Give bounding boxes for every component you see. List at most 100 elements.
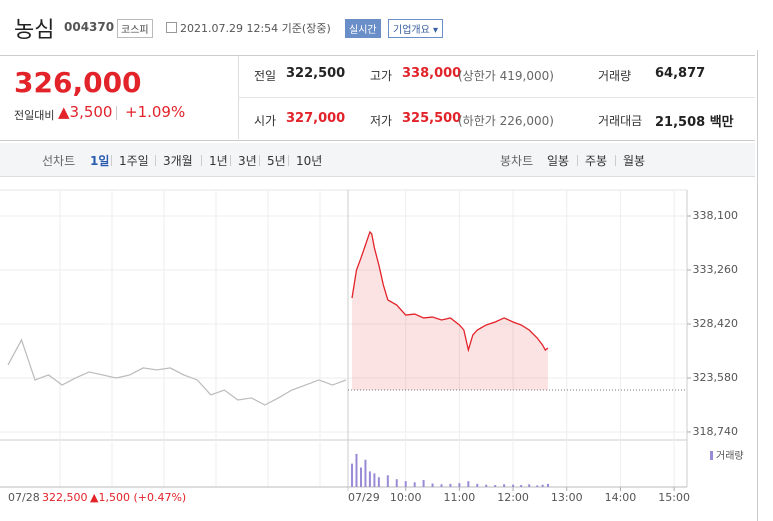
y-tick-label: 338,100 (693, 209, 739, 222)
change: ▲3,500 (58, 103, 113, 121)
period-tab[interactable]: 5년 (267, 154, 286, 168)
tab-bar (0, 143, 755, 177)
period-tab[interactable]: 3개월 (163, 154, 193, 168)
volume-bar (422, 479, 425, 487)
volume-bar (458, 483, 461, 487)
stat-label: 거래량 (598, 69, 632, 83)
volume-bar (431, 483, 434, 487)
volume-bar (404, 481, 407, 487)
volume-bar (355, 453, 358, 487)
volume-bar (512, 484, 515, 487)
change-percent: +1.09% (125, 103, 186, 121)
candle-tab[interactable]: 월봉 (623, 154, 646, 168)
stat-value: 338,000 (402, 66, 462, 81)
divider (238, 97, 755, 98)
period-tab[interactable]: 1주일 (119, 154, 149, 168)
volume-bar (476, 483, 479, 487)
x-tick-label: 11:00 (444, 491, 476, 504)
volume-bar (485, 484, 488, 487)
prev-date: 07/28 (8, 491, 40, 504)
x-tick-label: 12:00 (497, 491, 529, 504)
volume-bar (359, 467, 362, 487)
tab-separator (111, 155, 112, 166)
period-tab[interactable]: 1일 (90, 154, 110, 168)
price-line (351, 230, 549, 353)
stat-value: 327,000 (286, 111, 346, 126)
tab-separator (201, 155, 202, 166)
volume-bar (520, 485, 523, 487)
stat-value: 325,500 (402, 111, 462, 126)
divider (116, 106, 117, 120)
stat-label: 저가 (370, 114, 393, 128)
change-label: 전일대비 (14, 109, 55, 122)
stat-label: 거래대금 (598, 114, 643, 128)
chart: 338,100 333,260 328,420 323,580 318,740 10:00… (0, 189, 744, 504)
volume-bar (377, 477, 380, 487)
prev-change: ▲1,500 (+0.47%) (90, 491, 186, 504)
timestamp: 2021.07.29 12:54 기준(장중) (180, 22, 331, 35)
y-tick-label: 333,260 (693, 263, 739, 276)
stat-label: 시가 (254, 114, 277, 128)
legend-swatch (710, 451, 713, 460)
volume-bar (467, 481, 470, 487)
volume-bar (351, 463, 354, 487)
candle-tab[interactable]: 일봉 (547, 154, 570, 168)
volume-bar (528, 484, 531, 487)
candle-tab[interactable]: 주봉 (585, 154, 608, 168)
tab-separator (155, 155, 156, 166)
tab-separator (615, 155, 616, 166)
volume-bar (449, 483, 452, 487)
tab-separator (230, 155, 231, 166)
y-tick-label: 318,740 (693, 425, 739, 438)
prev-close: 322,500 (42, 491, 88, 504)
stat-value: 21,508 백만 (655, 115, 734, 130)
volume-bar (541, 484, 544, 487)
today-date: 07/29 (348, 491, 380, 504)
quote-box (0, 55, 755, 141)
x-tick-label: 10:00 (390, 491, 422, 504)
stock-code: 004370 (64, 20, 115, 34)
volume-bar (503, 484, 506, 487)
tab-separator (288, 155, 289, 166)
volume-bar (386, 475, 389, 487)
area-fill (352, 231, 548, 391)
stat-note: (하한가 226,000) (458, 114, 554, 128)
volume-bar (494, 485, 497, 487)
legend-label: 거래량 (716, 450, 744, 462)
stat-label: 고가 (370, 69, 393, 83)
period-tab[interactable]: 1년 (209, 154, 228, 168)
stat-note: (상한가 419,000) (458, 69, 554, 83)
volume-bar (413, 482, 416, 487)
market-badge: 코스피 (117, 19, 153, 38)
volume-bar (440, 484, 443, 487)
period-tab[interactable]: 3년 (238, 154, 257, 168)
stat-value: 322,500 (286, 66, 346, 81)
tab-separator (259, 155, 260, 166)
y-tick-label: 323,580 (693, 371, 739, 384)
calendar-icon (166, 22, 177, 33)
volume-bar (546, 483, 549, 487)
side-panel-edge (757, 50, 773, 521)
y-tick-label: 328,420 (693, 317, 739, 330)
volume-bar (368, 471, 371, 487)
volume-bar (364, 459, 367, 487)
current-price: 326,000 (14, 66, 142, 99)
stat-value: 64,877 (655, 66, 706, 81)
stat-label: 전일 (254, 69, 277, 83)
volume-bar (395, 479, 398, 487)
tab-group-label: 선차트 (42, 154, 76, 168)
stock-name: 농심 (14, 18, 55, 43)
volume-bar (536, 485, 539, 487)
realtime-button[interactable]: 실시간 (345, 19, 381, 38)
tab-group-label: 봉차트 (500, 154, 534, 168)
company-dropdown[interactable]: 기업개요 ▾ (388, 19, 444, 38)
x-tick-label: 15:00 (658, 491, 690, 504)
period-tab[interactable]: 10년 (296, 154, 323, 168)
volume-bar (373, 473, 376, 487)
dropdown-label: 기업개요 (393, 25, 430, 36)
prev-day-line (7, 338, 347, 406)
tab-separator (577, 155, 578, 166)
x-tick-label: 13:00 (551, 491, 583, 504)
x-tick-label: 14:00 (605, 491, 637, 504)
